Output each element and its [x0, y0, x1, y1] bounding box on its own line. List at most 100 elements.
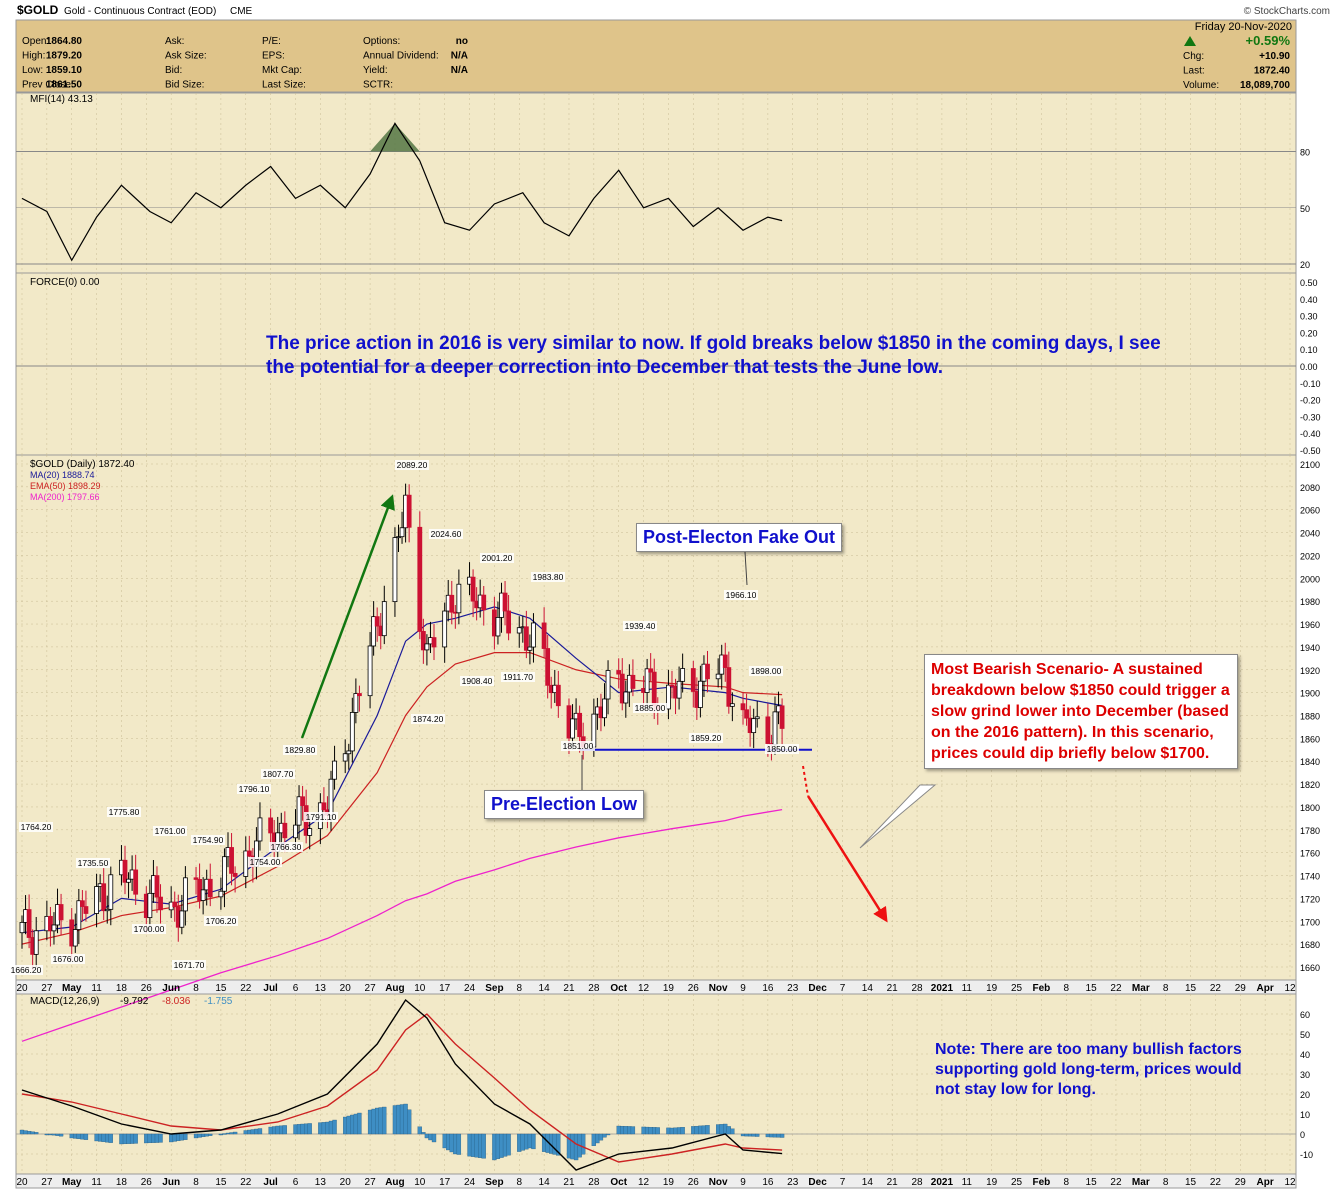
macd-tick-label: 50 [1300, 1030, 1310, 1040]
mfi-tick-label: 20 [1300, 260, 1310, 270]
macd-hist-bar [346, 1115, 351, 1135]
macd-line [21, 998, 783, 1171]
candle-body [300, 796, 305, 807]
right-field-value: +10.90 [1259, 51, 1290, 62]
macd-hist-bar [378, 1107, 383, 1135]
mfi-tick-label: 50 [1300, 204, 1310, 214]
macd-hist-bar [595, 1133, 600, 1144]
macd-hist-bar [449, 1133, 454, 1153]
price-tick-label: 1880 [1300, 712, 1320, 722]
x-tick-label: 22 [1210, 1177, 1222, 1188]
candle-body [154, 875, 160, 898]
price-label: 1939.40 [625, 621, 656, 631]
candle-body [506, 610, 511, 634]
x-tick-label: Feb [1032, 983, 1050, 994]
macd-hist-bar [144, 1133, 149, 1144]
watermark: © StockCharts.com [1244, 6, 1330, 17]
symbol-label: $GOLD [17, 3, 59, 17]
macd-hist-bar [154, 1133, 160, 1143]
macd-hist-bar [630, 1126, 636, 1135]
candle-body [307, 828, 313, 836]
force-title: FORCE(0) 0.00 [30, 277, 100, 288]
macd-hist-bar [648, 1127, 653, 1135]
macd-hist-bar [218, 1133, 224, 1136]
macd-title: MACD(12,26,9) [30, 996, 99, 1007]
macd-hist-bar [474, 1133, 479, 1158]
candle-body [676, 680, 682, 699]
candle-body [417, 526, 423, 632]
macd-hist-bar [453, 1133, 458, 1155]
macd-hist-bar [740, 1133, 746, 1137]
macd-hist-bar [172, 1133, 177, 1142]
x-tick-label: 12 [638, 1177, 650, 1188]
price-tick-label: 1780 [1300, 826, 1320, 836]
bottom-axis-strip [15, 1173, 1297, 1189]
opt_fields-value: no [456, 36, 468, 47]
candle-body [523, 626, 529, 651]
x-tick-label: 15 [1086, 1177, 1098, 1188]
symbol-description: Gold - Continuous Contract (EOD) [64, 6, 216, 17]
price-label-bg [132, 924, 166, 934]
macd-hist-bar [321, 1122, 327, 1135]
price-tick-label: 2080 [1300, 483, 1320, 493]
candle-body [669, 684, 675, 687]
opt_fields-label: Options: [363, 36, 400, 47]
x-tick-label: 27 [365, 983, 377, 994]
macd-hist-bar [371, 1108, 376, 1135]
price-label: 1676.00 [53, 954, 84, 964]
price-tick-label: 1800 [1300, 803, 1320, 813]
candle-body [126, 878, 131, 883]
candle-body [207, 878, 213, 898]
x-tick-label: 21 [563, 983, 575, 994]
candle-body [605, 670, 611, 700]
macd-hist-bar [392, 1105, 398, 1135]
mfi-panel [15, 92, 1297, 274]
macd-hist-bar [431, 1133, 437, 1143]
macd-layer [16, 998, 1296, 1171]
macd-hist-bar [605, 1133, 611, 1136]
macd-hist-bar [499, 1133, 504, 1158]
left_fields-label: High: [22, 51, 45, 62]
x-tick-label: 14 [539, 983, 551, 994]
macd-hist-bar [517, 1133, 522, 1152]
macd-hist-bar [424, 1133, 430, 1139]
candle-body [58, 904, 64, 921]
macd-hist-bar [328, 1120, 334, 1135]
candle-body [449, 594, 455, 613]
candle-body [122, 859, 128, 883]
ma200-line [21, 808, 783, 1042]
x-tick-label: 17 [439, 983, 451, 994]
mfi-overbought-area [345, 123, 445, 152]
candle-body [282, 822, 288, 839]
price-label: 1908.40 [462, 676, 493, 686]
macd-hist-bar [751, 1133, 756, 1137]
x-tick-label: 21 [887, 1177, 899, 1188]
macd-hist-bar [208, 1133, 213, 1136]
macd-hist-bar [456, 1133, 462, 1155]
x-tick-label: 17 [439, 1177, 451, 1188]
x-tick-label: 22 [240, 983, 252, 994]
legend-ema50: EMA(50) 1898.29 [30, 481, 101, 491]
force-tick-label: -0.10 [1300, 379, 1321, 389]
x-tick-label: 18 [116, 983, 128, 994]
mid2_fields-label: P/E: [262, 36, 281, 47]
macd-hist-bar [673, 1127, 678, 1135]
price-label-bg [9, 965, 43, 975]
macd-hist-bar [616, 1125, 621, 1135]
candle-body [630, 674, 636, 689]
x-tick-label: 6 [293, 983, 299, 994]
candle-body [48, 915, 53, 932]
force-tick-label: 0.00 [1300, 362, 1318, 372]
up-triangle-icon [1184, 36, 1196, 46]
price-label: 1898.00 [751, 666, 782, 676]
price-label-bg [749, 666, 783, 676]
opt_fields-label: Annual Dividend: [363, 51, 439, 62]
x-tick-label: 28 [911, 1177, 923, 1188]
force-tick-label: 0.40 [1300, 295, 1318, 305]
price-label-bg [237, 784, 271, 794]
x-tick-label: 8 [516, 1177, 522, 1188]
candle-body [349, 712, 355, 752]
x-tick-label: 15 [215, 983, 227, 994]
macd-hist-bar [375, 1107, 380, 1135]
